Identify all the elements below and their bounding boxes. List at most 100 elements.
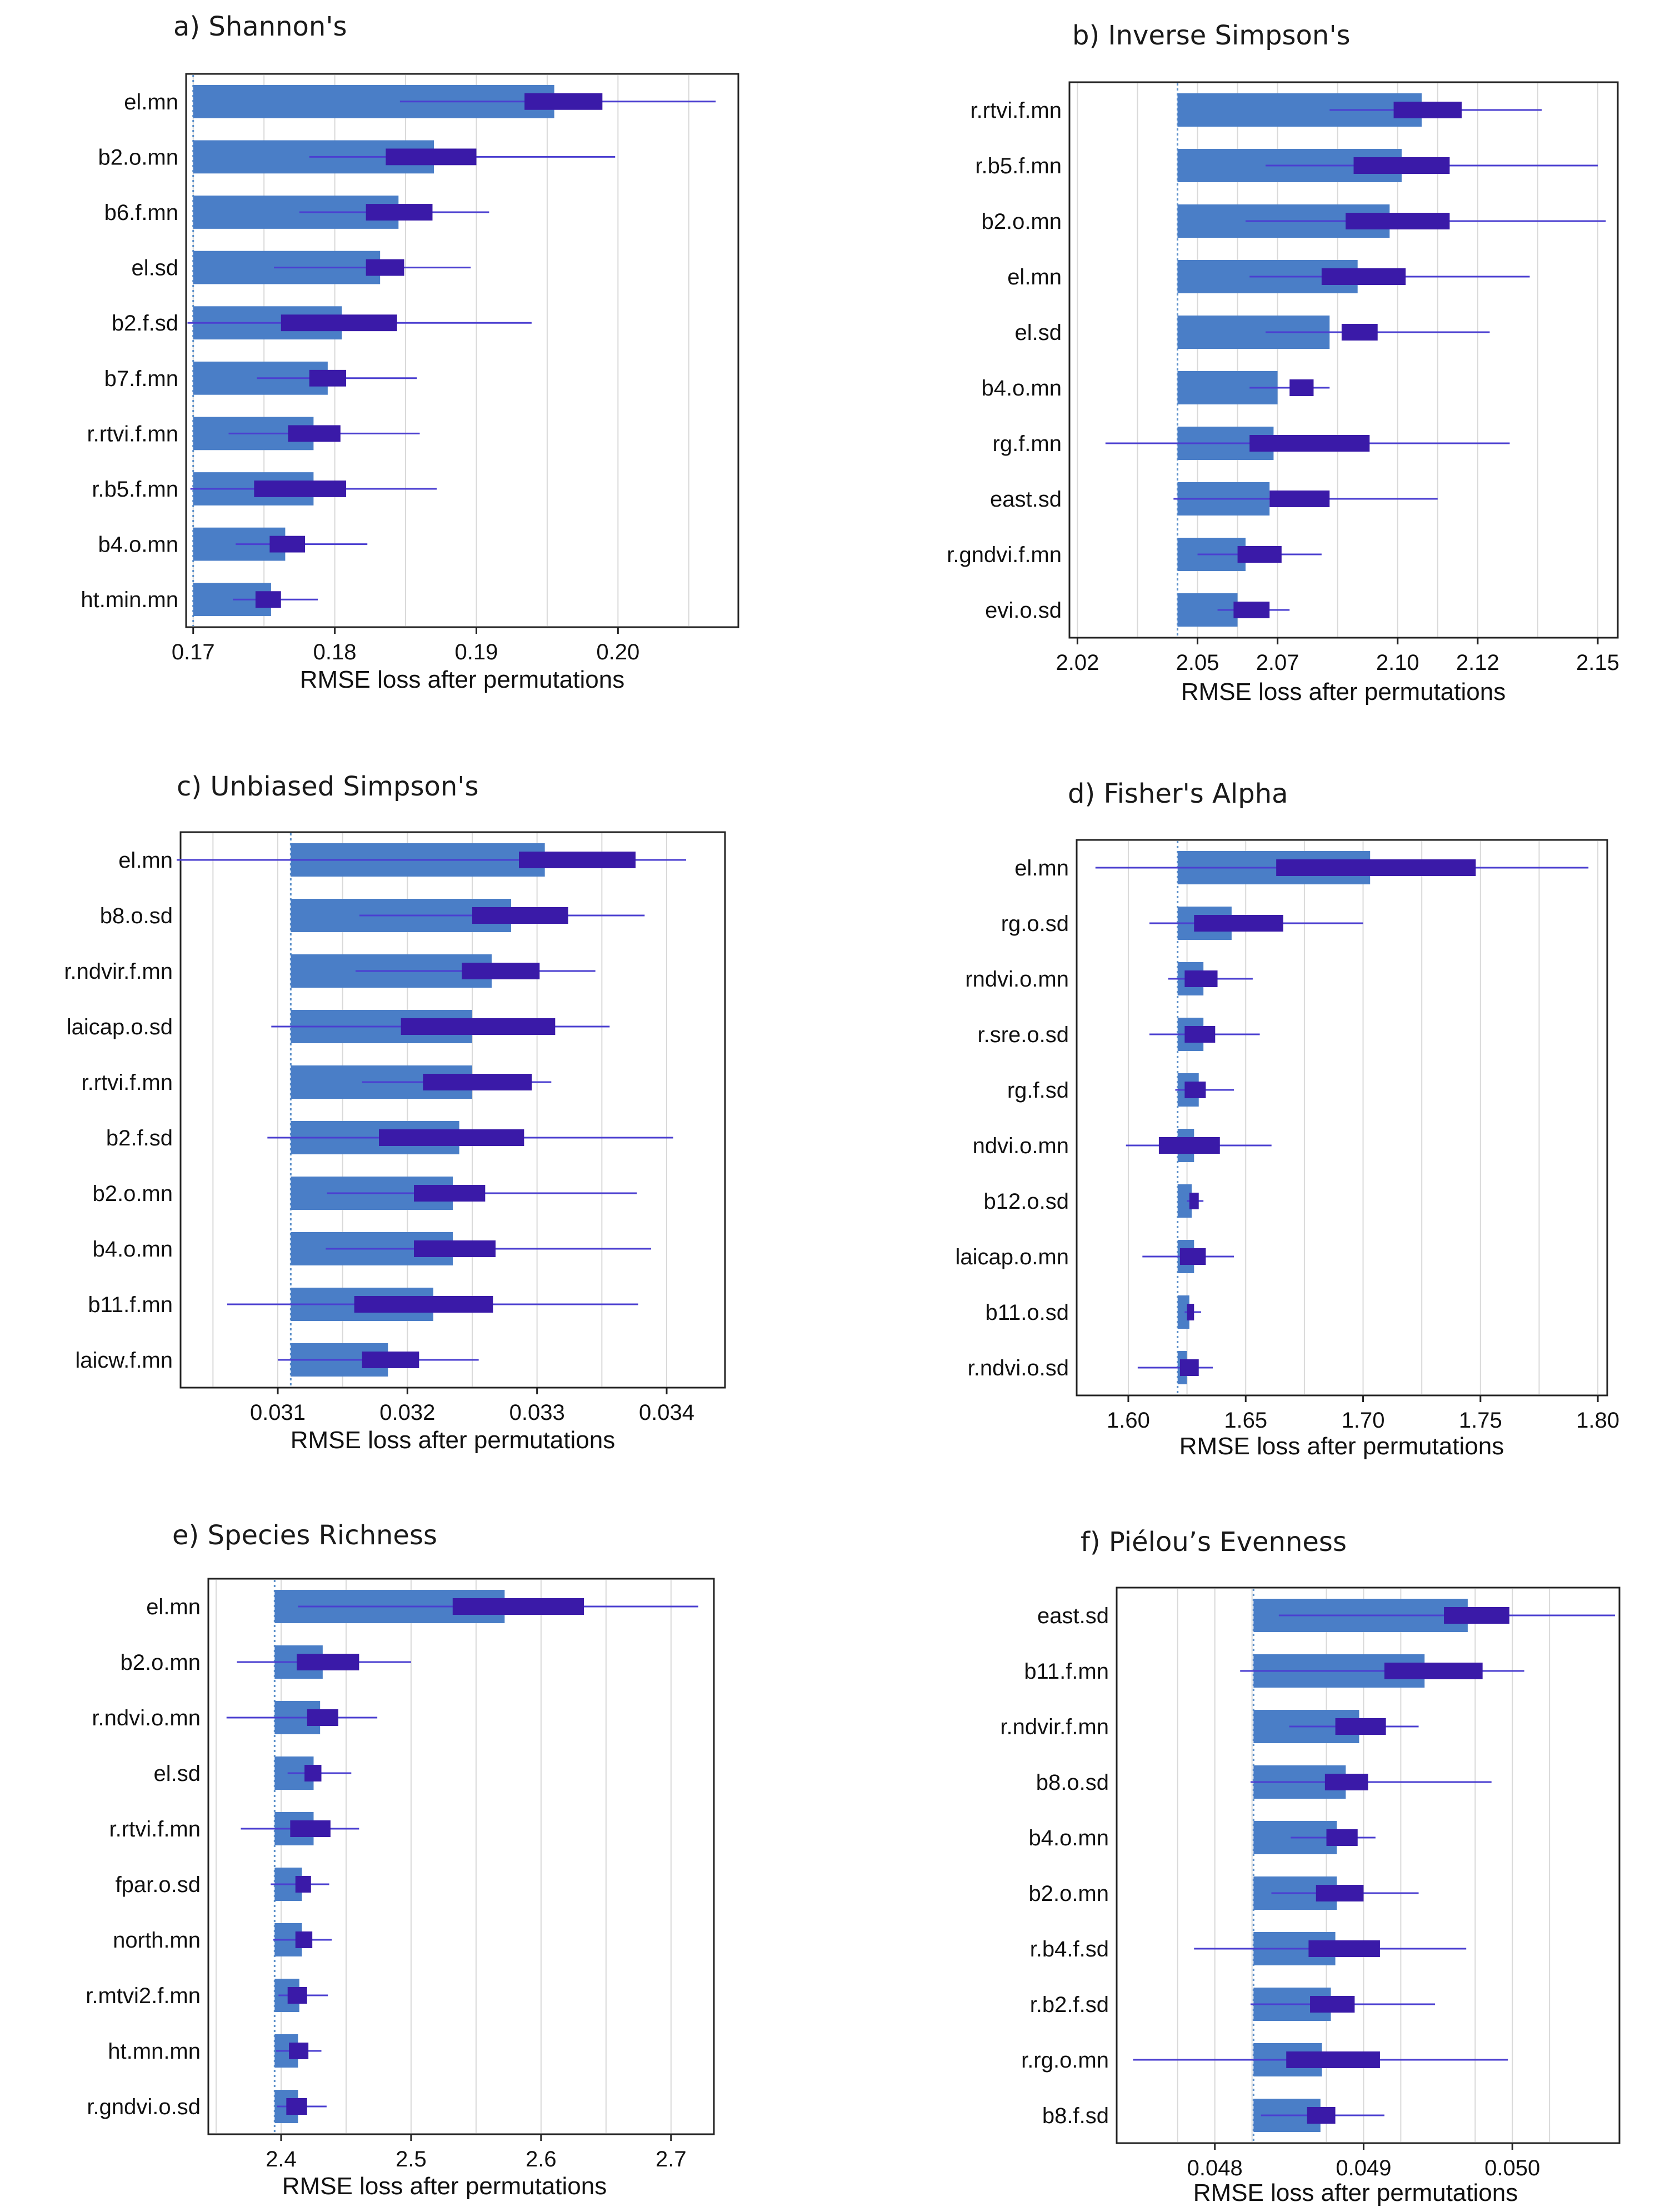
box-laicw.f.mn — [362, 1352, 419, 1368]
y-tick-label: r.rtvi.f.mn — [87, 422, 178, 446]
box-east.sd — [1444, 1607, 1509, 1624]
x-axis: 1.60 1.65 1.70 1.75 1.80 — [1107, 1395, 1619, 1433]
y-tick-label: b2.o.mn — [98, 145, 178, 169]
panel-title: a) Shannon's — [173, 11, 347, 42]
y-tick-label: el.mn — [124, 90, 178, 114]
x-tick-label: 2.5 — [396, 2147, 427, 2171]
x-tick-label: 0.034 — [639, 1400, 694, 1425]
x-tick-label: 0.19 — [455, 640, 498, 664]
x-tick-label: 2.6 — [526, 2147, 557, 2171]
panel-title: d) Fisher's Alpha — [1068, 778, 1288, 809]
y-tick-label: b2.o.mn — [1028, 1881, 1109, 1906]
x-axis-label: RMSE loss after permutations — [291, 1427, 615, 1454]
y-tick-label: el.mn — [1007, 265, 1062, 289]
y-tick-label: el.mn — [118, 848, 173, 873]
plot-area — [1077, 83, 1606, 637]
x-tick-label: 2.7 — [656, 2147, 687, 2171]
box-b2.o.mn — [297, 1654, 359, 1670]
y-tick-label: b11.o.sd — [986, 1300, 1069, 1325]
panel-title: c) Unbiased Simpson's — [177, 771, 478, 802]
y-tick-label: r.b5.f.mn — [92, 477, 178, 502]
box-b4.o.mn — [1326, 1829, 1358, 1846]
y-tick-label: b12.o.sd — [984, 1189, 1069, 1214]
x-tick-label: 2.4 — [266, 2147, 297, 2171]
x-tick-label: 0.20 — [596, 640, 639, 664]
box-el.mn — [1276, 859, 1476, 876]
y-tick-label: east.sd — [1037, 1604, 1109, 1628]
plot-area — [177, 833, 686, 1387]
y-tick-label: b2.f.sd — [106, 1126, 173, 1150]
panel-title: f) Piélou’s Evenness — [1081, 1527, 1347, 1558]
y-tick-label: ht.min.mn — [81, 588, 178, 612]
y-axis: el.mn b8.o.sd r.ndvir.f.mn laicap.o.sd r.rtv… — [64, 848, 173, 1373]
x-tick-label: 2.07 — [1256, 650, 1299, 675]
y-tick-label: east.sd — [990, 487, 1062, 512]
box-r.rtvi.f.mn — [290, 1820, 331, 1837]
box-r.ndvi.o.mn — [307, 1709, 338, 1726]
box-b11.f.mn — [354, 1296, 493, 1313]
box-r.b4.f.sd — [1308, 1940, 1380, 1957]
panel-b: b) Inverse Simpson's 2.02 2.05 2.07 2.10 2.1… — [947, 20, 1619, 705]
y-tick-label: laicap.o.sd — [67, 1015, 173, 1039]
x-tick-label: 0.049 — [1336, 2156, 1391, 2180]
panel-d: d) Fisher's Alpha 1.60 1.65 1.70 1.75 1.80 e… — [955, 778, 1619, 1460]
box-b8.o.sd — [1324, 1774, 1368, 1790]
box-r.rg.o.mn — [1286, 2051, 1380, 2068]
box-r.b5.f.mn — [254, 481, 347, 497]
x-axis: 0.048 0.049 0.050 — [1187, 2143, 1540, 2180]
y-tick-label: b8.f.sd — [1042, 2104, 1109, 2128]
y-tick-label: rg.f.mn — [993, 432, 1062, 456]
y-tick-label: r.rtvi.f.mn — [971, 98, 1062, 123]
box-r.gndvi.f.mn — [1237, 546, 1282, 563]
x-tick-label: 0.033 — [509, 1400, 565, 1425]
box-r.ndvir.f.mn — [1335, 1718, 1386, 1735]
box-rndvi.o.mn — [1184, 970, 1218, 987]
y-tick-label: b4.o.mn — [1028, 1826, 1109, 1850]
box-el.sd — [366, 259, 404, 276]
y-tick-label: r.b4.f.sd — [1030, 1937, 1109, 1961]
box-r.ndvir.f.mn — [462, 963, 540, 979]
y-tick-label: r.ndvi.o.sd — [968, 1356, 1069, 1380]
x-tick-label: 1.60 — [1107, 1408, 1150, 1433]
box-b4.o.mn — [414, 1240, 496, 1257]
y-tick-label: evi.o.sd — [985, 598, 1062, 623]
box-east.sd — [1269, 491, 1330, 507]
box-r.rtvi.f.mn — [423, 1074, 532, 1090]
panel-f: f) Piélou’s Evenness 0.048 0.049 0.050 eas… — [1000, 1527, 1621, 2206]
y-tick-label: rg.f.sd — [1007, 1078, 1069, 1103]
y-tick-label: b8.o.sd — [1036, 1770, 1109, 1795]
y-axis: r.rtvi.f.mn r.b5.f.mn b2.o.mn el.mn el.sd b4.… — [947, 98, 1062, 623]
box-b4.o.mn — [269, 536, 306, 553]
x-tick-label: 1.75 — [1459, 1408, 1502, 1433]
y-tick-label: el.sd — [132, 256, 179, 281]
y-tick-label: b4.o.mn — [981, 376, 1062, 401]
box-r.rtvi.f.mn — [1393, 102, 1462, 118]
box-el.sd — [304, 1765, 322, 1781]
box-el.mn — [452, 1598, 584, 1615]
box-r.b2.f.sd — [1310, 1996, 1355, 2013]
x-tick-label: 2.05 — [1176, 650, 1219, 675]
x-tick-label: 0.048 — [1187, 2156, 1243, 2180]
x-tick-label: 1.65 — [1224, 1408, 1267, 1433]
box-b4.o.mn — [1289, 379, 1314, 396]
y-tick-label: b11.f.mn — [88, 1293, 173, 1317]
x-tick-label: 2.10 — [1376, 650, 1419, 675]
y-tick-label: r.gndvi.o.sd — [87, 2095, 201, 2119]
box-r.rtvi.f.mn — [288, 425, 341, 442]
x-tick-label: 0.050 — [1484, 2156, 1540, 2180]
box-r.mtvi2.f.mn — [287, 1987, 307, 2004]
y-tick-label: r.b5.f.mn — [975, 154, 1062, 178]
y-tick-label: el.sd — [1015, 321, 1062, 345]
x-axis: 0.031 0.032 0.033 0.034 — [250, 1388, 694, 1425]
box-laicap.o.mn — [1179, 1248, 1206, 1265]
box-ndvi.o.mn — [1158, 1137, 1220, 1154]
y-axis: east.sd b11.f.mn r.ndvir.f.mn b8.o.sd b4.o.m… — [1000, 1604, 1109, 2128]
box-evi.o.sd — [1233, 602, 1270, 618]
y-tick-label: el.mn — [1014, 856, 1069, 880]
y-tick-label: el.mn — [146, 1595, 201, 1619]
box-rg.f.sd — [1184, 1082, 1206, 1098]
y-tick-label: r.ndvir.f.mn — [1000, 1715, 1109, 1739]
x-axis: 0.17 0.18 0.19 0.20 — [172, 627, 639, 664]
panel-title: b) Inverse Simpson's — [1072, 20, 1351, 51]
